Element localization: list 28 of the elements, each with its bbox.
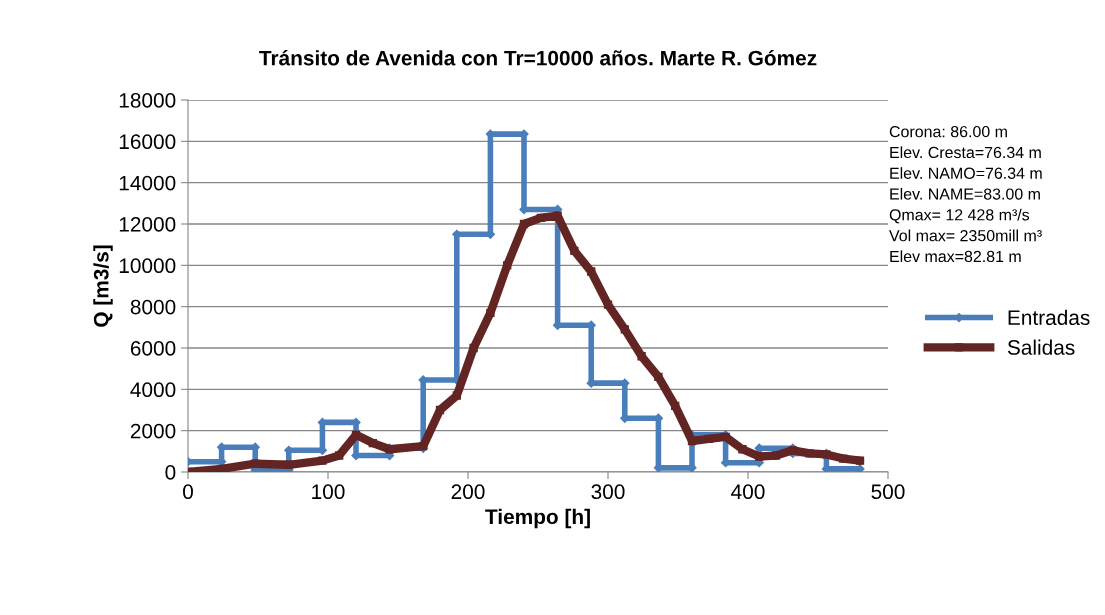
- y-tick-label: 12000: [119, 217, 176, 232]
- y-tick-label: 14000: [119, 175, 176, 191]
- x-tick-label: 300: [591, 484, 625, 500]
- y-tick-label: 2000: [130, 423, 176, 439]
- legend-label: Salidas: [1007, 339, 1075, 355]
- text: Qmax= 12 428 m³/s: [889, 208, 1030, 224]
- y-tick-label: 4000: [130, 382, 176, 398]
- text: Elev. NAMO=76.34 m: [890, 167, 1042, 179]
- x-tick-label: 400: [731, 484, 765, 500]
- x-axis-title: Tiempo [h]: [485, 508, 590, 529]
- x-tick-label: 500: [871, 484, 905, 500]
- y-tick-label: 10000: [119, 258, 176, 274]
- text: Corona: 86.00 m: [889, 125, 1007, 138]
- x-tick-label: 200: [451, 484, 485, 500]
- y-tick-label: 6000: [130, 341, 176, 356]
- text: Vol max= 2350mill m³: [889, 229, 1042, 242]
- y-tick-label: 8000: [130, 299, 176, 315]
- text: Elev. NAME=83.00 m: [890, 187, 1040, 200]
- y-axis-title: Q [m3/s]: [93, 245, 113, 327]
- text: Elev. Cresta=76.34 m: [890, 146, 1041, 159]
- text: Elev max=82.81 m: [890, 250, 1021, 263]
- x-tick-label: 0: [183, 484, 193, 500]
- y-tick-label: 0: [165, 465, 176, 480]
- legend-label: Entradas: [1008, 309, 1090, 326]
- x-tick-label: 100: [312, 484, 345, 500]
- y-tick-label: 18000: [119, 93, 176, 108]
- chart-title: Tránsito de Avenida con Tr=10000 años. Marte R. Gómez: [259, 50, 817, 66]
- y-tick-label: 16000: [119, 134, 176, 150]
